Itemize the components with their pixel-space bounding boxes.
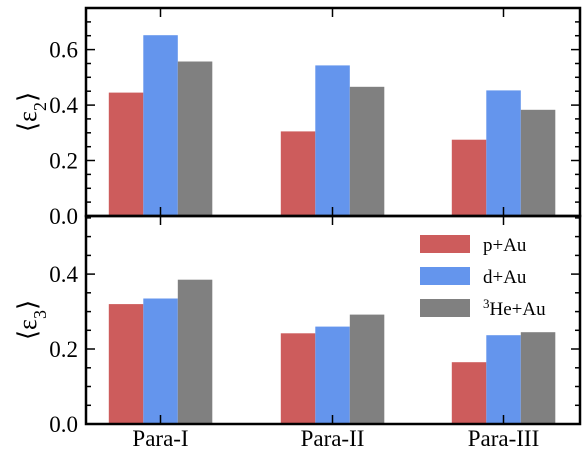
bar-para-i-series-3: [177, 61, 213, 216]
bar-para-iii-series-3: [520, 332, 556, 424]
legend-swatch: [420, 299, 470, 317]
legend-label: p+Au: [483, 235, 527, 256]
legend-label: d+Au: [483, 267, 527, 288]
bar-para-iii-series-1: [451, 362, 487, 424]
y-tick-label: 0.0: [49, 204, 78, 229]
legend-swatch: [420, 267, 470, 285]
bar-para-ii-series-2: [315, 65, 350, 217]
bar-para-ii-series-1: [280, 333, 316, 424]
panel-top-epsilon2: 0.0 0.2 0.4 0.6 ⟨ε2⟩: [13, 6, 582, 229]
bar-para-iii-series-2: [486, 335, 521, 424]
x-category-label: Para-II: [301, 426, 365, 450]
bar-para-ii-series-3: [349, 86, 385, 216]
panel-bottom-epsilon3: 0.0 0.2 0.4 ⟨ε3⟩: [13, 214, 582, 437]
bar-para-iii-series-2: [486, 90, 521, 216]
legend-swatch: [420, 235, 470, 253]
y-tick-label: 0.4: [49, 93, 78, 118]
plot-frame: [84, 214, 582, 426]
bar-para-ii-series-2: [315, 326, 350, 424]
x-category-labels: Para-I Para-II Para-III: [132, 426, 540, 451]
y-tick-label: 0.2: [49, 149, 78, 174]
bar-para-ii-series-1: [280, 131, 316, 216]
y-tick-label: 0.6: [49, 38, 78, 63]
bar-para-i-series-2: [143, 35, 178, 217]
y-tick-label: 0.0: [49, 412, 78, 437]
bar-para-i-series-1: [108, 92, 144, 216]
bar-para-iii-series-3: [520, 109, 556, 216]
bar-para-i-series-3: [177, 279, 213, 424]
y-tick-label: 0.4: [49, 262, 78, 287]
x-category-label: Para-I: [132, 426, 188, 450]
y-axis-label: ⟨ε2⟩: [13, 92, 50, 132]
y-tick-label: 0.2: [49, 337, 78, 362]
y-axis-label: ⟨ε3⟩: [13, 300, 50, 340]
legend-label: 3He+Au: [483, 296, 546, 321]
bar-para-ii-series-3: [349, 314, 385, 424]
legend: p+Au d+Au 3He+Au: [420, 235, 546, 320]
bar-para-iii-series-1: [451, 139, 487, 216]
bar-para-i-series-2: [143, 298, 178, 424]
bar-para-i-series-1: [108, 304, 144, 424]
x-category-label: Para-III: [468, 426, 540, 450]
